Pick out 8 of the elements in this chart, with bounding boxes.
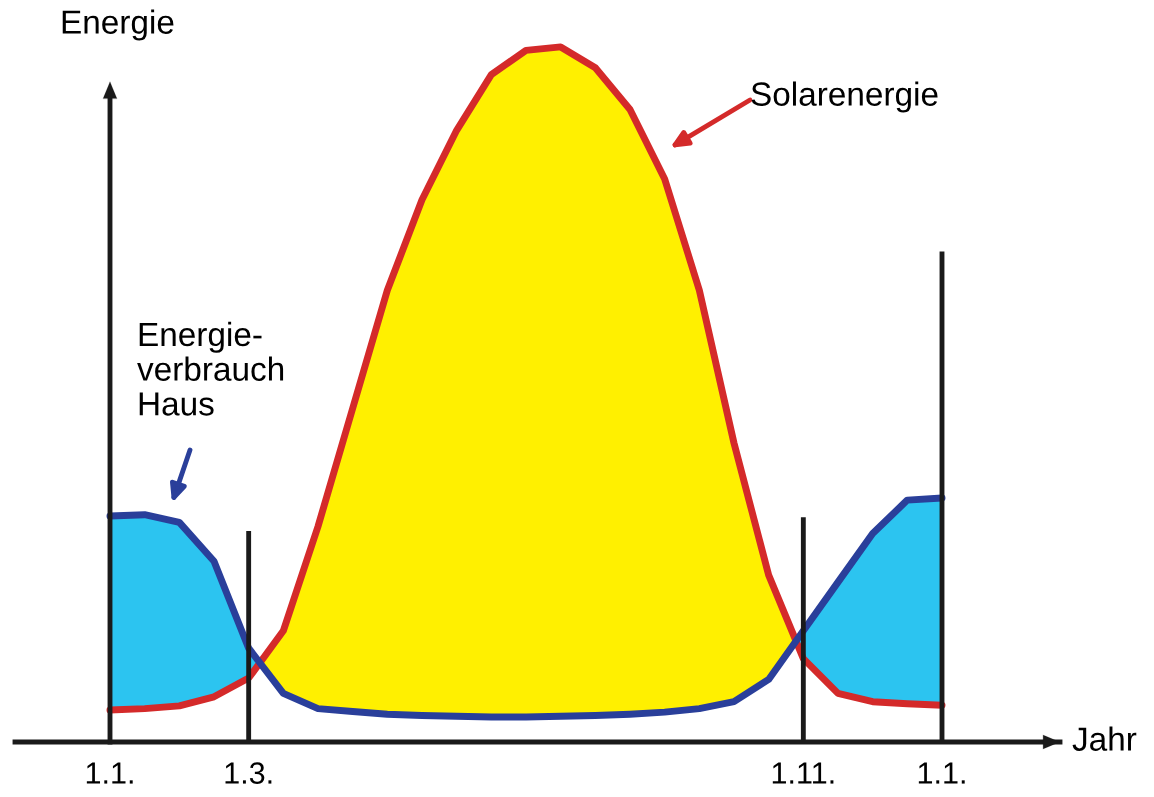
x-tick-label: 1.11.: [772, 762, 834, 784]
x-tick-label: 1.3.: [225, 762, 272, 784]
x-tick-label: 1.1.: [918, 762, 965, 784]
annotation: Solarenergie: [751, 81, 938, 113]
annotation: Energie- verbrauch Haus: [137, 321, 284, 416]
x-tick-label: 1.1.: [86, 762, 133, 784]
x-axis-title: Jahr: [1072, 726, 1137, 751]
y-axis-title: Energie: [62, 9, 174, 41]
